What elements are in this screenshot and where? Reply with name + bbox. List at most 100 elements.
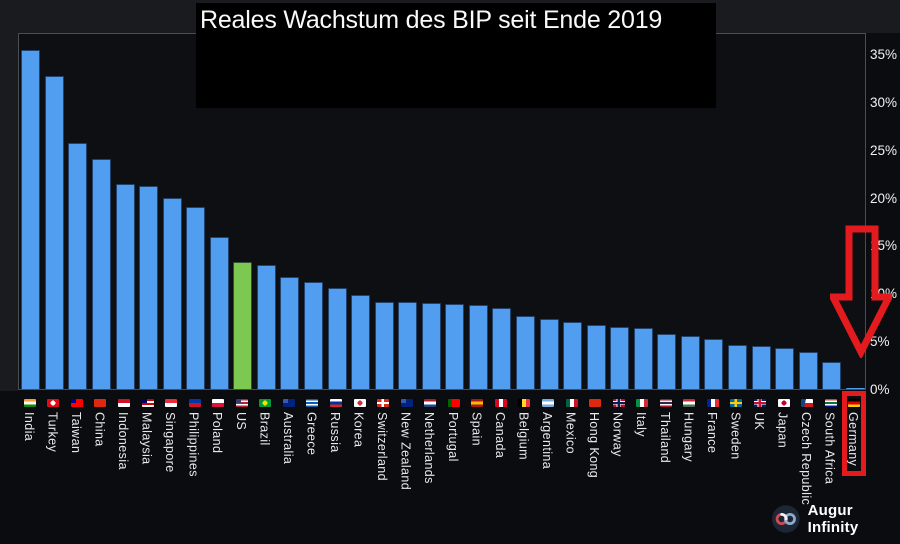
x-label-taiwan: Taiwan [68,412,83,454]
bar-philippines [186,207,206,389]
flag-philippines-icon [188,399,201,407]
flag-south-africa-icon [824,399,837,407]
flag-uk-icon [754,399,766,407]
x-label-south-africa: South Africa [822,412,837,485]
bar-switzerland [374,302,394,389]
flag-japan-icon [777,399,790,407]
x-label-italy: Italy [634,412,649,437]
x-label-argentina: Argentina [540,412,554,470]
bar-sweden [727,345,747,389]
x-label-australia: Australia [280,412,295,465]
bar-portugal [445,304,465,389]
x-label-indonesia: Indonesia [116,412,130,470]
y-tick-25: 25% [870,142,898,158]
bar-china [91,159,111,389]
flag-singapore-icon [165,399,178,407]
bar-indonesia [115,184,135,389]
bar-hong-kong [586,325,606,389]
logo-text: Augur Infinity [807,502,859,536]
y-tick-5: 5% [870,334,890,350]
x-label-france: France [704,412,719,454]
bar-czech-republic [798,352,818,389]
flag-taiwan-icon [70,399,83,407]
flag-mexico-icon [565,399,578,407]
flag-turkey-icon [47,399,60,407]
flag-us-icon [235,399,248,407]
flag-belgium-icon [518,399,531,407]
bar-mexico [563,322,583,389]
x-label-belgium: Belgium [516,412,531,460]
x-label-spain: Spain [469,412,484,446]
bar-france [704,339,724,389]
flag-malaysia-icon [141,399,154,407]
flag-portugal-icon [447,399,460,407]
x-label-china: China [92,412,107,447]
flag-hungary-icon [683,399,696,407]
bar-us [233,262,253,389]
flag-korea-icon [353,399,366,407]
flag-spain-icon [471,399,484,407]
x-label-canada: Canada [492,412,507,459]
flag-sweden-icon [730,399,743,407]
flag-norway-icon [612,399,625,407]
y-tick-0: 0% [870,382,890,397]
bar-argentina [539,319,559,389]
flag-germany-icon [848,399,861,407]
bar-japan [775,348,795,389]
bar-malaysia [139,186,159,389]
x-label-hungary: Hungary [681,412,696,463]
x-label-greece: Greece [304,412,319,456]
flag-china-icon [94,399,107,407]
flag-canada-icon [494,399,507,407]
bar-russia [327,288,347,389]
bar-thailand [657,334,677,389]
x-label-korea: Korea [351,412,366,448]
x-label-norway: Norway [610,412,625,457]
flag-australia-icon [282,399,295,407]
x-label-us: US [233,412,248,431]
bar-italy [633,328,653,389]
x-label-turkey: Turkey [45,412,60,453]
chart-title: Reales Wachstum des BIP seit Ende 2019 [200,6,663,34]
flag-netherlands-icon [424,399,437,407]
x-label-switzerland: Switzerland [375,412,390,482]
x-label-netherlands: Netherlands [422,412,437,484]
frame-right-strip [866,0,900,33]
bar-turkey [44,76,64,389]
bar-hungary [680,336,700,389]
flag-russia-icon [330,399,342,407]
bar-poland [209,237,229,389]
flag-czech-republic-icon [801,399,814,407]
flag-brazil-icon [259,399,272,407]
redaction-box: Reales Wachstum des BIP seit Ende 2019 [196,3,716,108]
bar-south-africa [822,362,842,389]
bar-canada [492,308,512,389]
bar-spain [468,305,488,389]
flag-greece-icon [306,399,319,407]
bar-new-zealand [398,302,418,389]
y-tick-30: 30% [870,94,898,110]
x-label-russia: Russia [328,412,342,453]
bar-greece [303,282,323,389]
flag-italy-icon [636,399,649,407]
x-label-hong-kong: Hong Kong [587,412,602,479]
bar-netherlands [421,303,441,389]
flag-argentina-icon [542,399,554,407]
flag-thailand-icon [659,399,672,407]
flag-india-icon [23,399,36,407]
frame-left-strip [0,0,18,391]
x-label-new-zealand: New Zealand [398,412,413,491]
bar-germany [845,388,865,389]
x-label-czech-republic: Czech Republic [799,412,814,506]
bar-india [21,50,41,389]
x-label-singapore: Singapore [163,412,178,473]
x-label-japan: Japan [775,412,790,449]
x-label-thailand: Thailand [657,412,672,464]
germany-highlight-arrow-icon [830,225,892,358]
bar-brazil [256,265,276,389]
flag-hong-kong-icon [589,399,602,407]
x-label-sweden: Sweden [728,412,743,460]
infinity-icon [772,505,800,533]
flag-france-icon [706,399,719,407]
